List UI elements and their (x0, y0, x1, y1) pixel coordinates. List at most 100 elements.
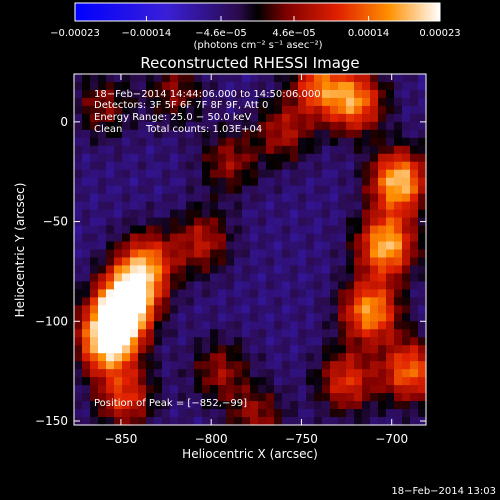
heatmap-cell (394, 361, 403, 370)
heatmap-cell (386, 249, 395, 259)
heatmap-cell (98, 369, 107, 378)
heatmap-cell (178, 353, 187, 362)
heatmap-cell (130, 401, 139, 410)
heatmap-cell (410, 417, 419, 426)
heatmap-cell (346, 209, 355, 219)
heatmap-cell (122, 329, 131, 338)
heatmap-cell (114, 225, 123, 235)
heatmap-cell (266, 401, 275, 410)
heatmap-cell (306, 145, 315, 155)
heatmap-cell (234, 185, 243, 195)
heatmap-cell (274, 385, 283, 394)
heatmap-cell (282, 225, 291, 235)
heatmap-cell (202, 377, 211, 386)
heatmap-cell (234, 209, 243, 219)
heatmap-cell (282, 121, 291, 131)
heatmap-cell (154, 177, 163, 187)
heatmap-image (74, 74, 427, 426)
heatmap-cell (362, 289, 371, 298)
heatmap-cell (338, 169, 347, 179)
heatmap-cell (258, 129, 267, 139)
heatmap-cell (394, 273, 403, 283)
heatmap-cell (266, 185, 275, 195)
heatmap-cell (178, 321, 187, 330)
heatmap-cell (394, 161, 403, 171)
heatmap-cell (194, 81, 203, 91)
heatmap-cell (282, 297, 291, 306)
heatmap-cell (338, 121, 347, 131)
heatmap-cell (362, 153, 371, 163)
heatmap-cell (346, 361, 355, 370)
heatmap-cell (418, 409, 427, 418)
heatmap-cell (266, 353, 275, 362)
heatmap-cell (242, 337, 251, 346)
heatmap-cell (146, 185, 155, 195)
heatmap-cell (362, 417, 371, 426)
heatmap-cell (402, 313, 411, 322)
heatmap-cell (394, 289, 403, 298)
heatmap-cell (250, 337, 259, 346)
heatmap-cell (386, 129, 395, 139)
heatmap-cell (282, 313, 291, 322)
heatmap-cell (370, 393, 379, 402)
heatmap-cell (162, 257, 171, 267)
heatmap-cell (410, 145, 419, 155)
heatmap-cell (330, 257, 339, 267)
heatmap-cell (146, 153, 155, 163)
heatmap-cell (346, 97, 355, 107)
heatmap-cell (394, 337, 403, 346)
heatmap-cell (226, 401, 235, 410)
heatmap-cell (98, 201, 107, 211)
heatmap-cell (346, 289, 355, 298)
heatmap-cell (234, 257, 243, 267)
heatmap-cell (186, 217, 195, 227)
heatmap-cell (98, 353, 107, 362)
heatmap-cell (354, 257, 363, 267)
heatmap-cell (74, 153, 83, 163)
heatmap-cell (338, 401, 347, 410)
heatmap-cell (266, 289, 275, 298)
heatmap-cell (186, 169, 195, 179)
heatmap-cell (322, 401, 331, 410)
heatmap-cell (234, 177, 243, 187)
heatmap-cell (226, 361, 235, 370)
heatmap-cell (122, 201, 131, 211)
heatmap-cell (90, 369, 99, 378)
heatmap-cell (218, 329, 227, 338)
heatmap-cell (378, 417, 387, 426)
heatmap-cell (330, 74, 339, 83)
heatmap-cell (234, 153, 243, 163)
heatmap-cell (346, 297, 355, 306)
footer-timestamp: 18−Feb−2014 13:03 (391, 486, 496, 497)
heatmap-cell (250, 153, 259, 163)
heatmap-cell (130, 417, 139, 426)
heatmap-cell (258, 209, 267, 219)
heatmap-cell (258, 305, 267, 314)
heatmap-cell (282, 97, 291, 107)
heatmap-cell (290, 321, 299, 330)
heatmap-cell (378, 225, 387, 235)
heatmap-cell (146, 113, 155, 123)
heatmap-cell (114, 393, 123, 402)
heatmap-cell (82, 81, 91, 91)
heatmap-cell (218, 321, 227, 330)
heatmap-cell (370, 281, 379, 290)
heatmap-cell (306, 113, 315, 123)
heatmap-cell (170, 129, 179, 139)
heatmap-cell (266, 74, 275, 83)
heatmap-cell (378, 185, 387, 195)
heatmap-cell (378, 89, 387, 99)
heatmap-cell (394, 257, 403, 267)
heatmap-cell (274, 89, 283, 99)
heatmap-cell (122, 417, 131, 426)
heatmap-cell (242, 353, 251, 362)
heatmap-cell (162, 241, 171, 251)
heatmap-cell (242, 153, 251, 163)
heatmap-cell (226, 249, 235, 259)
heatmap-cell (226, 265, 235, 275)
heatmap-cell (138, 209, 147, 219)
heatmap-cell (338, 193, 347, 203)
heatmap-cell (322, 217, 331, 227)
heatmap-cell (410, 201, 419, 211)
heatmap-cell (274, 201, 283, 211)
